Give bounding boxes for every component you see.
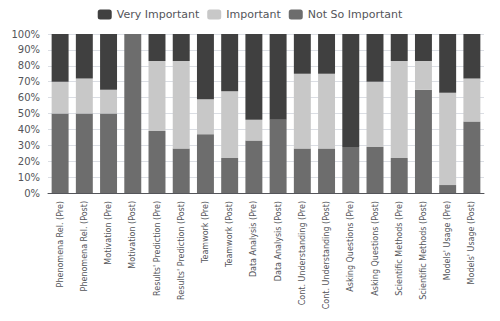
svg-text:Phenomena Rel. (Post): Phenomena Rel. (Post) <box>80 201 89 291</box>
svg-text:Motivation (Post): Motivation (Post) <box>128 201 137 269</box>
svg-text:Motivation (Pre): Motivation (Pre) <box>104 201 113 265</box>
svg-text:Asking Questions (Post): Asking Questions (Post) <box>371 201 380 296</box>
svg-text:Important: Important <box>226 8 281 21</box>
svg-text:Data Analysis (Pre): Data Analysis (Pre) <box>249 201 258 277</box>
svg-text:Scientific Methods (Pre): Scientific Methods (Pre) <box>395 201 404 296</box>
svg-text:0%: 0% <box>24 188 40 199</box>
svg-text:Not So Important: Not So Important <box>308 8 403 21</box>
svg-text:70%: 70% <box>18 76 40 87</box>
svg-text:Teamwork (Post): Teamwork (Post) <box>225 201 234 268</box>
svg-text:80%: 80% <box>18 60 40 71</box>
svg-text:Models' Usage (Post): Models' Usage (Post) <box>467 201 476 284</box>
svg-text:Phenomena Rel. (Pre): Phenomena Rel. (Pre) <box>56 201 65 287</box>
svg-text:60%: 60% <box>18 92 40 103</box>
svg-text:Results' Prediction (Pre): Results' Prediction (Pre) <box>153 201 162 296</box>
svg-text:Cont. Understanding (Pre): Cont. Understanding (Pre) <box>298 201 307 305</box>
svg-text:20%: 20% <box>18 156 40 167</box>
svg-text:Data Analysis (Post): Data Analysis (Post) <box>274 201 283 281</box>
svg-text:30%: 30% <box>18 140 40 151</box>
svg-text:Models' Usage (Pre): Models' Usage (Pre) <box>443 201 452 280</box>
svg-text:Teamwork (Pre): Teamwork (Pre) <box>201 201 210 264</box>
svg-text:Cont. Understanding (Post): Cont. Understanding (Post) <box>322 201 331 309</box>
svg-text:40%: 40% <box>18 124 40 135</box>
svg-text:Very Important: Very Important <box>117 8 200 21</box>
svg-text:Scientific Methods (Post): Scientific Methods (Post) <box>419 201 428 300</box>
svg-text:Asking Questions (Pre): Asking Questions (Pre) <box>346 201 355 292</box>
svg-text:10%: 10% <box>18 172 40 183</box>
svg-text:50%: 50% <box>18 108 40 119</box>
svg-text:100%: 100% <box>11 29 40 40</box>
svg-text:Results' Prediction (Post): Results' Prediction (Post) <box>177 201 186 300</box>
svg-text:90%: 90% <box>18 44 40 55</box>
